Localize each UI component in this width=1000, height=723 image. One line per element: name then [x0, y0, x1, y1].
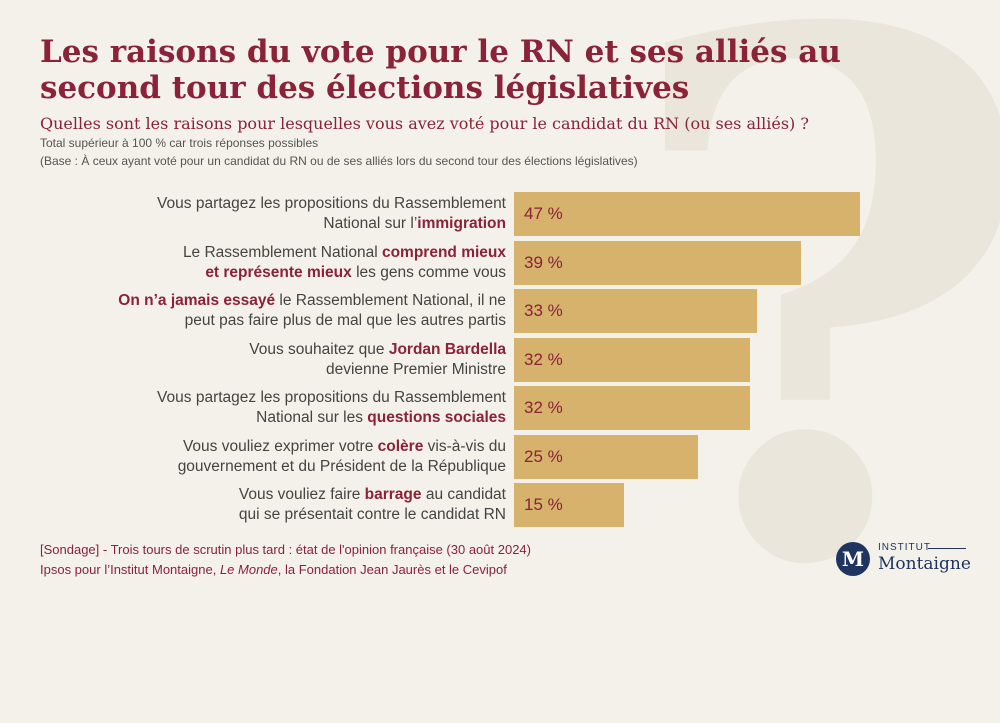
- bar: [514, 337, 750, 382]
- bar-label-line: Le Rassemblement National comprend mieux: [86, 243, 506, 263]
- bar-label: Vous partagez les propositions du Rassem…: [86, 386, 506, 430]
- bar-row: Vous vouliez exprimer votre colère vis-à…: [0, 434, 1000, 479]
- bar-label: Vous souhaitez que Jordan Bardella devien…: [86, 338, 506, 382]
- label-text: devienne Premier Ministre: [325, 360, 506, 378]
- logo-m-icon: M: [836, 542, 870, 576]
- bar-label-line: Vous vouliez faire barrage au candidat: [86, 485, 506, 505]
- label-emphasis: et représente mieux: [205, 263, 352, 281]
- bar-row: Vous vouliez faire barrage au candidat qu…: [0, 483, 1000, 527]
- sample-base-note: (Base : À ceux ayant voté pour un candid…: [40, 154, 638, 168]
- institut-montaigne-logo: M INSTITUT Montaigne: [836, 540, 976, 580]
- bar-row: On n’a jamais essayé le Rassemblement Na…: [0, 289, 1000, 333]
- bar: [514, 192, 860, 236]
- bar-value-label: 32 %: [524, 349, 563, 369]
- label-text: National sur les: [256, 409, 368, 426]
- bar-label-line: Vous partagez les propositions du Rassem…: [86, 388, 506, 408]
- bar-value-label: 32 %: [524, 398, 563, 417]
- bar-label: Vous vouliez faire barrage au candidat qu…: [86, 483, 506, 527]
- label-text: peut pas faire plus de mal que les autre…: [184, 312, 506, 329]
- source-credits-italic: Le Monde: [219, 562, 278, 577]
- bar: [514, 434, 699, 479]
- logo-divider: [928, 548, 966, 549]
- bar-label: Vous vouliez exprimer votre colère vis-à…: [86, 435, 506, 479]
- bar: [514, 483, 625, 527]
- label-emphasis: On n’a jamais essayé: [118, 292, 276, 309]
- label-text: au candidat: [421, 486, 506, 503]
- label-emphasis: colère: [377, 437, 424, 455]
- label-text: qui se présentait contre le candidat RN: [238, 506, 506, 523]
- bar-label: Le Rassemblement National comprend mieux…: [86, 241, 506, 285]
- bar-label-line: qui se présentait contre le candidat RN: [86, 505, 506, 525]
- bar-label-line: National sur l’immigration: [86, 214, 506, 234]
- label-text: Vous vouliez faire: [238, 486, 365, 503]
- bar: [514, 240, 802, 285]
- source-credits: Ipsos pour l’Institut Montaigne, Le Mond…: [40, 562, 507, 577]
- label-text: le Rassemblement National, il ne: [275, 292, 506, 309]
- bar-label-line: Vous vouliez exprimer votre colère vis-à…: [86, 437, 506, 457]
- bar-value-label: 15 %: [524, 495, 563, 514]
- bar-label-line: gouvernement et du Président de la Répub…: [86, 457, 506, 477]
- bar-label: Vous partagez les propositions du Rassem…: [86, 192, 506, 236]
- bar-label: On n’a jamais essayé le Rassemblement Na…: [86, 289, 506, 333]
- label-text: gouvernement et du Président de la Répub…: [177, 457, 506, 475]
- label-text: National sur l’: [323, 215, 418, 232]
- logo-bottom-text: Montaigne: [878, 554, 971, 574]
- label-text: Vous vouliez exprimer votre: [182, 437, 378, 455]
- chart-subtitle: Quelles sont les raisons pour lesquelles…: [40, 114, 809, 133]
- bar-label-line: devienne Premier Ministre: [86, 360, 506, 380]
- bar-row: Vous partagez les propositions du Rassem…: [0, 192, 1000, 236]
- bar-label-line: On n’a jamais essayé le Rassemblement Na…: [86, 291, 506, 311]
- bar-value-label: 39 %: [524, 252, 563, 272]
- label-text: Vous souhaitez que: [249, 340, 389, 358]
- source-line: [Sondage] - Trois tours de scrutin plus …: [40, 542, 531, 557]
- label-emphasis: immigration: [417, 215, 506, 232]
- bar-value-label: 33 %: [524, 301, 563, 320]
- label-emphasis: Jordan Bardella: [388, 340, 506, 358]
- source-credits-prefix: Ipsos pour l’Institut Montaigne,: [40, 562, 220, 577]
- bar: [514, 386, 750, 430]
- bar-label-line: peut pas faire plus de mal que les autre…: [86, 311, 506, 331]
- chart-title: Les raisons du vote pour le RN et ses al…: [40, 34, 841, 106]
- bar-label-line: Vous souhaitez que Jordan Bardella: [86, 340, 506, 360]
- label-text: les gens comme vous: [351, 263, 506, 281]
- source-credits-suffix: , la Fondation Jean Jaurès et le Cevipof: [277, 562, 507, 577]
- bar-label-line: Vous partagez les propositions du Rassem…: [86, 194, 506, 214]
- label-emphasis: comprend mieux: [381, 243, 506, 261]
- bar-row: Vous partagez les propositions du Rassem…: [0, 386, 1000, 430]
- label-text: Le Rassemblement National: [182, 243, 382, 261]
- logo-top-text: INSTITUT: [878, 542, 931, 553]
- bar-value-label: 47 %: [524, 204, 563, 223]
- bar-row: Le Rassemblement National comprend mieux…: [0, 240, 1000, 285]
- bar-label-line: et représente mieux les gens comme vous: [86, 263, 506, 283]
- label-emphasis: barrage: [364, 486, 422, 503]
- label-text: Vous partagez les propositions du Rassem…: [157, 195, 506, 212]
- response-note: Total supérieur à 100 % car trois répons…: [40, 136, 319, 150]
- bar-label-line: National sur les questions sociales: [86, 408, 506, 428]
- bar-value-label: 25 %: [524, 446, 563, 466]
- label-text: vis-à-vis du: [423, 437, 506, 455]
- bar-row: Vous souhaitez que Jordan Bardella devien…: [0, 337, 1000, 382]
- bar: [514, 289, 757, 333]
- label-text: Vous partagez les propositions du Rassem…: [157, 389, 506, 406]
- label-emphasis: questions sociales: [367, 409, 506, 426]
